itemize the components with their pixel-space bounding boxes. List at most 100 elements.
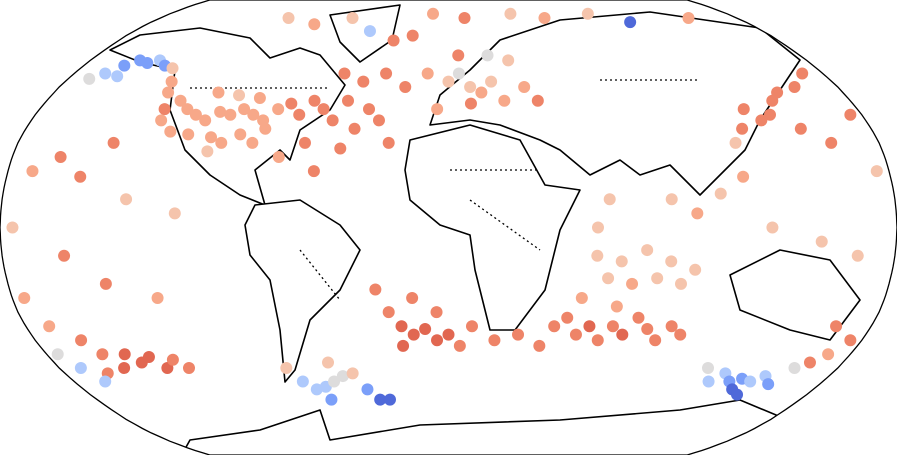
point <box>259 122 272 135</box>
point <box>363 103 376 116</box>
point <box>164 125 177 138</box>
point <box>788 361 801 374</box>
point <box>803 356 816 369</box>
point <box>199 114 212 127</box>
point <box>215 136 228 149</box>
point <box>575 292 588 305</box>
point <box>561 311 574 324</box>
point <box>632 311 645 324</box>
point <box>342 94 355 107</box>
point <box>465 320 478 333</box>
point <box>427 7 440 20</box>
point <box>822 348 835 361</box>
point <box>737 170 750 183</box>
point <box>796 67 809 80</box>
point <box>317 103 330 116</box>
point <box>430 306 443 319</box>
point <box>96 348 109 361</box>
point <box>531 94 544 107</box>
point <box>464 81 477 94</box>
point <box>111 70 124 83</box>
point <box>296 375 309 388</box>
point <box>310 383 323 396</box>
point <box>591 249 604 262</box>
point <box>498 94 511 107</box>
point <box>397 339 410 352</box>
australia <box>729 249 861 341</box>
point <box>155 114 168 127</box>
point <box>247 108 260 121</box>
point <box>488 334 501 347</box>
point <box>825 136 838 149</box>
point <box>771 86 784 99</box>
point <box>107 136 120 149</box>
point <box>592 221 604 234</box>
point <box>338 67 351 80</box>
point <box>26 165 39 178</box>
point <box>348 122 361 135</box>
point <box>214 105 227 118</box>
antarctica <box>179 399 821 455</box>
south-america <box>244 199 361 383</box>
point <box>649 334 662 347</box>
point <box>280 361 293 374</box>
point <box>442 75 455 88</box>
point <box>326 114 339 127</box>
point <box>118 59 131 72</box>
point <box>458 11 471 24</box>
point <box>603 193 616 206</box>
point <box>363 25 376 38</box>
point <box>346 367 359 380</box>
point <box>6 221 19 234</box>
point <box>205 131 218 144</box>
point <box>293 108 306 121</box>
point <box>99 277 112 290</box>
point <box>453 339 466 352</box>
point <box>151 292 164 305</box>
point <box>581 7 594 20</box>
point <box>212 86 225 99</box>
point <box>325 393 338 406</box>
point <box>602 272 615 285</box>
point <box>421 67 434 80</box>
point <box>272 103 285 116</box>
point <box>166 62 179 75</box>
point <box>665 193 678 206</box>
point <box>334 142 347 155</box>
point <box>464 97 477 110</box>
point <box>328 375 341 388</box>
point <box>285 97 298 110</box>
point <box>120 193 133 206</box>
point <box>702 361 715 374</box>
point <box>870 165 883 178</box>
point <box>174 94 187 107</box>
point <box>142 350 155 363</box>
point <box>615 255 628 268</box>
point <box>502 54 515 67</box>
point <box>74 361 87 374</box>
land <box>109 4 861 455</box>
point <box>674 328 687 341</box>
point <box>224 108 237 121</box>
point <box>591 334 604 347</box>
point <box>512 328 525 341</box>
point <box>336 370 349 383</box>
point <box>624 16 637 29</box>
point <box>788 81 801 94</box>
eurasia <box>429 11 801 196</box>
point <box>763 108 776 121</box>
point <box>610 300 623 313</box>
point <box>504 7 517 20</box>
point <box>272 150 285 163</box>
point <box>844 334 857 347</box>
point <box>83 72 96 85</box>
point <box>369 283 382 296</box>
point <box>18 292 31 305</box>
point <box>406 29 419 42</box>
point <box>452 67 465 80</box>
point <box>234 128 247 141</box>
point <box>58 249 71 262</box>
point <box>665 320 678 333</box>
point <box>737 103 750 116</box>
